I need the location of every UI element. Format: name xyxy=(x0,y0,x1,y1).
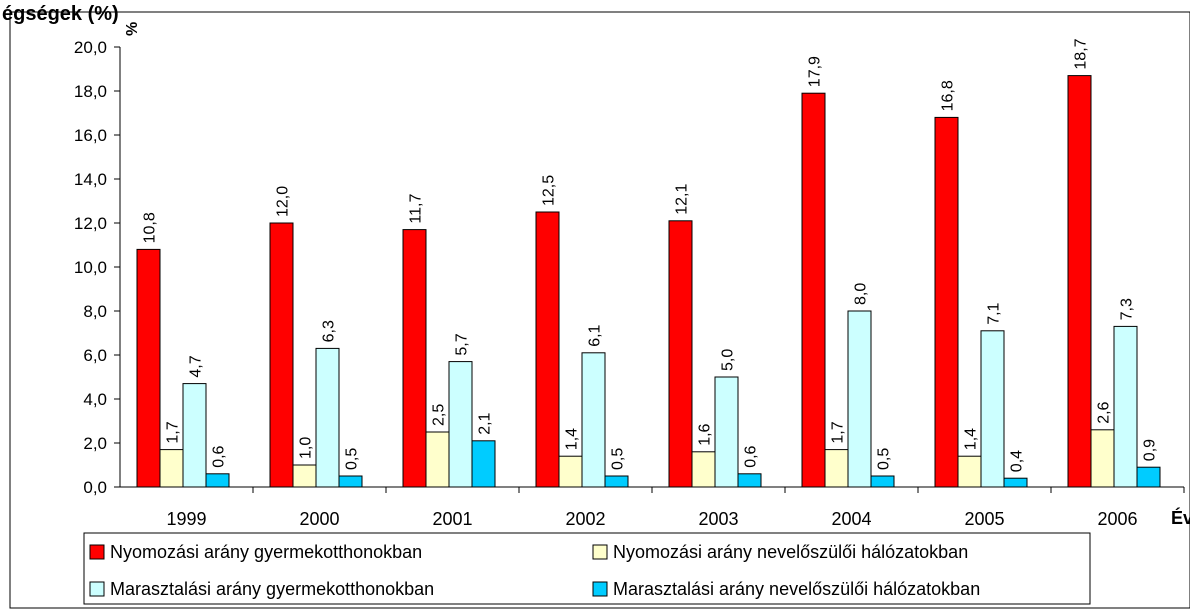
chart-frame xyxy=(9,11,1190,609)
bar xyxy=(934,116,959,488)
data-label: 0,4 xyxy=(1009,450,1026,472)
data-label: 0,5 xyxy=(610,448,627,470)
legend-label: Marasztalási arány gyermekotthonokban xyxy=(110,579,434,599)
bar xyxy=(870,475,895,488)
data-label: 0,6 xyxy=(743,445,760,467)
y-tick-label: 0,0 xyxy=(83,478,107,497)
data-label: 17,9 xyxy=(807,56,824,87)
data-label: 1,4 xyxy=(963,428,980,450)
data-label: 6,3 xyxy=(321,320,338,342)
y-tick-label: 12,0 xyxy=(74,214,107,233)
data-label: 1,7 xyxy=(830,421,847,443)
data-label: 12,1 xyxy=(674,184,691,215)
bar xyxy=(1090,429,1115,488)
bar xyxy=(425,431,450,488)
bar xyxy=(847,310,872,488)
data-label: 4,7 xyxy=(188,355,205,377)
bar xyxy=(824,449,849,488)
data-label: 12,5 xyxy=(541,175,558,206)
data-label: 11,7 xyxy=(408,194,425,224)
data-label: 7,3 xyxy=(1119,298,1136,320)
y-tick-label: 4,0 xyxy=(83,390,107,409)
data-label: 2,6 xyxy=(1096,401,1113,423)
bar xyxy=(801,92,826,488)
x-category-label: 2001 xyxy=(432,509,472,529)
bar xyxy=(714,376,739,488)
data-label: 2,5 xyxy=(431,404,448,426)
bar xyxy=(182,383,207,488)
bar xyxy=(269,222,294,488)
y-tick-label: 16,0 xyxy=(74,126,107,145)
data-label: 16,8 xyxy=(940,80,957,111)
data-label: 0,5 xyxy=(344,448,361,470)
bar xyxy=(1113,325,1138,488)
data-label: 6,1 xyxy=(587,324,604,346)
legend-label: Marasztalási arány nevelőszülői hálózato… xyxy=(613,579,980,599)
bar xyxy=(292,464,317,488)
bar xyxy=(205,473,230,488)
x-category-label: 2003 xyxy=(698,509,738,529)
y-tick-label: 6,0 xyxy=(83,346,107,365)
data-label: 18,7 xyxy=(1073,38,1090,69)
y-tick-label: 14,0 xyxy=(74,170,107,189)
x-category-label: 2006 xyxy=(1097,509,1137,529)
y-tick-label: 20,0 xyxy=(74,38,107,57)
x-category-label: 2004 xyxy=(831,509,871,529)
bar xyxy=(1067,75,1092,488)
bar xyxy=(957,455,982,488)
x-category-label: 1999 xyxy=(166,509,206,529)
top-cut-label: égségek (%) xyxy=(2,3,119,25)
bar xyxy=(471,440,496,488)
data-label: 5,0 xyxy=(720,349,737,371)
y-tick-label: 8,0 xyxy=(83,302,107,321)
legend xyxy=(83,532,1091,605)
plot-area: 0,0 2,0 4,0 6,0 8,0 10,0 12,0 14,0 16,0 18,0 20,0 1… xyxy=(74,38,1185,529)
data-label: 5,7 xyxy=(454,333,471,355)
legend-swatch xyxy=(592,544,608,560)
data-label: 12,0 xyxy=(275,186,292,217)
legend-swatch xyxy=(592,581,608,597)
y-tick-label: 2,0 xyxy=(83,434,107,453)
bar xyxy=(668,220,693,488)
bar xyxy=(1136,466,1161,488)
legend-swatch xyxy=(89,544,105,560)
legend-label: Nyomozási arány nevelőszülői hálózatokba… xyxy=(613,542,968,562)
data-label: 2,1 xyxy=(477,412,494,434)
data-label: 1,6 xyxy=(697,423,714,445)
bar xyxy=(691,451,716,488)
data-label: 0,5 xyxy=(876,448,893,470)
bar xyxy=(448,361,473,488)
data-label: 10,8 xyxy=(142,212,159,243)
x-category-label: 2002 xyxy=(565,509,605,529)
data-label: 7,1 xyxy=(986,302,1003,324)
bar xyxy=(581,352,606,488)
bar xyxy=(558,455,583,488)
data-label: 1,7 xyxy=(165,421,182,443)
bar xyxy=(315,347,340,488)
bar xyxy=(980,330,1005,488)
y-axis-title: % xyxy=(124,22,141,36)
legend-items: Nyomozási arány gyermekotthonokban Nyomoz… xyxy=(89,542,980,599)
legend-label: Nyomozási arány gyermekotthonokban xyxy=(110,542,422,562)
x-category-label: 2005 xyxy=(964,509,1004,529)
y-tick-label: 18,0 xyxy=(74,82,107,101)
data-label: 0,9 xyxy=(1142,439,1159,461)
x-category-label: 2000 xyxy=(299,509,339,529)
bar xyxy=(402,229,427,488)
bar xyxy=(159,449,184,488)
data-label: 8,0 xyxy=(853,283,870,305)
bar xyxy=(535,211,560,488)
x-axis-title: Év xyxy=(1171,507,1190,528)
bar xyxy=(604,475,629,488)
data-label: 0,6 xyxy=(211,445,228,467)
data-label: 1,4 xyxy=(564,428,581,450)
bar xyxy=(737,473,762,488)
data-label: 1,0 xyxy=(298,437,315,459)
legend-swatch xyxy=(89,581,105,597)
bar xyxy=(136,248,161,488)
y-tick-label: 10,0 xyxy=(74,258,107,277)
bar xyxy=(338,475,363,488)
bar xyxy=(1003,477,1028,488)
